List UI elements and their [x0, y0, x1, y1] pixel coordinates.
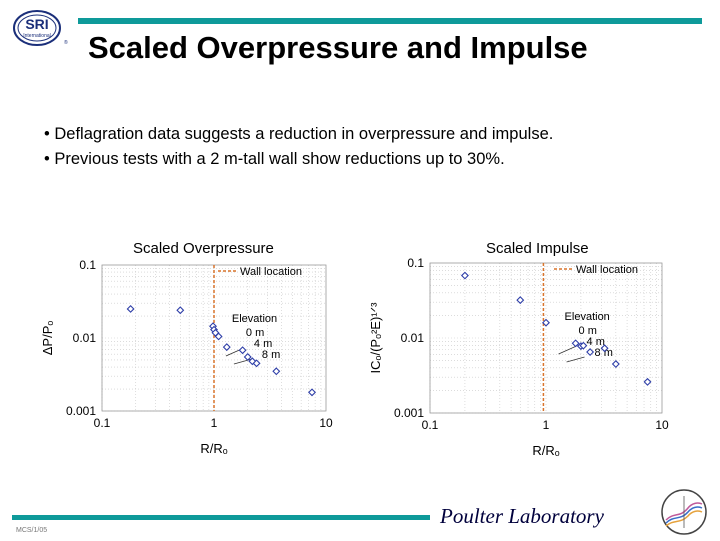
data-point: [586, 348, 595, 357]
x-tick-label: 1: [211, 416, 218, 430]
data-point: [308, 388, 316, 397]
header-accent-bar: [78, 18, 702, 24]
footer-code: MCS/1/05: [16, 527, 48, 534]
data-point: [248, 357, 257, 366]
x-axis-label: R/Rₒ: [532, 443, 559, 458]
footer-accent-bar: [12, 515, 430, 520]
annotation-label: 0 m: [579, 325, 597, 337]
data-point: [516, 296, 525, 305]
annotation-heading: Elevation: [232, 313, 277, 325]
data-point: [542, 318, 550, 327]
data-point: [222, 343, 231, 352]
annotation-label: 8 m: [262, 349, 280, 361]
bullet-item: Previous tests with a 2 m-tall wall show…: [44, 147, 553, 172]
x-tick-label: 0.1: [94, 416, 111, 430]
x-tick-label: 10: [319, 416, 333, 430]
data-point: [600, 344, 609, 353]
data-point: [643, 377, 652, 386]
legend-label: Wall location: [576, 264, 638, 276]
y-axis-label: ΔP/Pₒ: [40, 321, 55, 356]
x-tick-label: 10: [655, 418, 669, 432]
legend-label: Wall location: [240, 266, 302, 278]
data-point: [460, 271, 469, 280]
data-point: [243, 352, 252, 361]
y-tick-label: 0.001: [66, 404, 96, 418]
data-point: [214, 332, 223, 341]
y-tick-label: 0.1: [79, 258, 96, 272]
data-point: [252, 359, 261, 368]
plot-frame: [429, 262, 663, 414]
annotation-heading: Elevation: [565, 311, 610, 323]
page-title: Scaled Overpressure and Impulse: [88, 30, 588, 65]
x-tick-label: 0.1: [422, 418, 439, 432]
y-axis-label: ICₒ/(Pₒ²E)¹ᐟ³: [368, 302, 383, 374]
footer-lab-name: Poulter Laboratory: [440, 504, 604, 528]
annotation-arrow: [558, 345, 577, 355]
chart-title-impulse: Scaled Impulse: [486, 240, 589, 257]
sri-logo: SRI International ®: [12, 8, 74, 48]
y-tick-label: 0.1: [407, 256, 424, 270]
x-tick-label: 1: [543, 418, 550, 432]
annotation-label: 4 m: [254, 338, 272, 350]
annotation-arrow: [233, 358, 253, 365]
impulse-chart: 0.1 1 10 0.1 0.01 0.001 R/Rₒ ICₒ/(Pₒ²E)¹ᐟ³ Wall …: [368, 256, 669, 458]
data-point: [571, 339, 580, 348]
y-tick-label: 0.001: [394, 406, 424, 420]
overpressure-chart: 0.1 1 10 0.1 0.01 0.001 R/Rₒ ΔP/Pₒ Wall location…: [40, 258, 333, 456]
bullet-list: Deflagration data suggests a reduction i…: [44, 122, 553, 172]
y-tick-label: 0.01: [73, 331, 97, 345]
svg-text:®: ®: [64, 39, 68, 46]
annotation-label: 4 m: [587, 336, 605, 348]
x-axis-label: R/Rₒ: [200, 441, 227, 456]
data-point: [238, 346, 247, 355]
annotation-label: 0 m: [246, 327, 264, 339]
data-point: [611, 360, 620, 368]
data-point: [176, 306, 185, 315]
chart-title-overpressure: Scaled Overpressure: [133, 240, 274, 257]
data-point: [272, 367, 281, 376]
data-point: [579, 341, 588, 350]
logo-subtext: International: [23, 33, 51, 39]
bullet-item: Deflagration data suggests a reduction i…: [44, 122, 553, 147]
annotation-label: 8 m: [595, 347, 613, 359]
data-point: [126, 304, 135, 313]
annotation-arrow: [566, 356, 585, 363]
logo-text: SRI: [25, 16, 48, 32]
y-tick-label: 0.01: [401, 331, 425, 345]
poulter-emblem-icon: [660, 488, 708, 536]
